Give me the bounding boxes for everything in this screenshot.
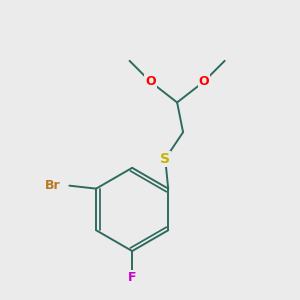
Text: S: S [160, 152, 170, 166]
Text: F: F [128, 271, 136, 284]
Text: Br: Br [45, 179, 61, 192]
Text: O: O [145, 75, 156, 88]
Text: O: O [199, 75, 209, 88]
